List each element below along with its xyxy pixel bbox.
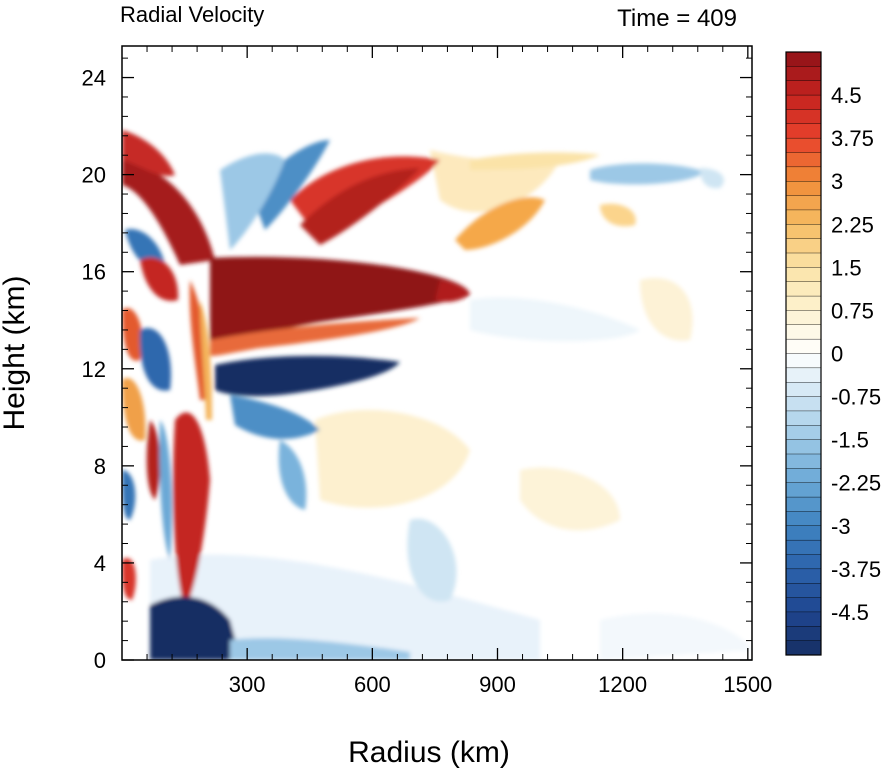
colorbar-box (785, 252, 822, 268)
colorbar-label-4: 1.5 (831, 255, 862, 280)
colorbar-box (785, 166, 822, 182)
colorbar-label-2: 3 (831, 169, 843, 194)
colorbar (785, 51, 822, 656)
colorbar-box (785, 439, 822, 455)
colorbar-label-9: -2.25 (831, 471, 881, 496)
y-tick-label-5: 20 (82, 163, 106, 188)
colorbar-label-8: -1.5 (831, 428, 869, 453)
colorbar-box (785, 511, 822, 527)
colorbar-box (785, 597, 822, 613)
colorbar-box (785, 353, 822, 369)
y-tick-label-6: 24 (82, 66, 106, 91)
colorbar-box (785, 195, 822, 211)
colorbar-box (785, 554, 822, 570)
colorbar-box (785, 224, 822, 240)
x-axis-label: Radius (km) (348, 736, 510, 769)
y-axis-label: Height (km) (0, 275, 31, 430)
colorbar-box (785, 295, 822, 311)
x-tick-label-1: 600 (354, 672, 391, 697)
colorbar-box (785, 281, 822, 297)
colorbar-label-6: 0 (831, 342, 843, 367)
colorbar-box (785, 382, 822, 398)
colorbar-box (785, 238, 822, 254)
colorbar-label-10: -3 (831, 514, 851, 539)
x-axis-ticks: 300 600 900 1200 1500 (146, 46, 772, 697)
colorbar-label-3: 2.25 (831, 212, 874, 237)
colorbar-box (785, 568, 822, 584)
colorbar-label-12: -4.5 (831, 600, 869, 625)
colorbar-box (785, 324, 822, 340)
y-tick-label-3: 12 (82, 357, 106, 382)
colorbar-box (785, 611, 822, 627)
colorbar-box (785, 137, 822, 153)
colorbar-box (785, 109, 822, 125)
colorbar-box (785, 626, 822, 642)
colorbar-label-7: -0.75 (831, 385, 881, 410)
y-tick-label-1: 4 (94, 551, 106, 576)
colorbar-labels: 4.5 3.75 3 2.25 1.5 0.75 0 -0.75 -1.5 -2.25 -3 -3.7… (831, 83, 881, 625)
colorbar-box (785, 539, 822, 556)
colorbar-label-5: 0.75 (831, 298, 874, 323)
colorbar-box (785, 496, 822, 512)
colorbar-box (785, 640, 822, 656)
colorbar-label-1: 3.75 (831, 126, 874, 151)
colorbar-frame (785, 51, 822, 656)
colorbar-box (785, 453, 822, 469)
colorbar-box (785, 367, 822, 383)
heatmap-field (122, 130, 752, 660)
colorbar-box (785, 410, 822, 426)
x-tick-label-2: 900 (479, 672, 516, 697)
colorbar-box (785, 267, 822, 283)
colorbar-box (785, 338, 822, 354)
colorbar-box (785, 425, 822, 441)
colorbar-box (785, 468, 822, 484)
colorbar-box (785, 123, 822, 139)
colorbar-box (785, 80, 822, 96)
colorbar-box (785, 525, 822, 541)
colorbar-box (785, 51, 822, 67)
colorbar-box (785, 310, 822, 326)
x-tick-label-0: 300 (229, 672, 266, 697)
colorbar-box (785, 583, 822, 599)
colorbar-box (785, 152, 822, 168)
plot-frame (121, 45, 753, 661)
colorbar-label-0: 4.5 (831, 83, 862, 108)
colorbar-box (785, 66, 822, 82)
y-axis-ticks: 0 4 8 12 16 20 24 (82, 57, 752, 673)
x-tick-label-3: 1200 (598, 672, 647, 697)
chart-title: Radial Velocity (120, 2, 264, 27)
y-tick-label-4: 16 (82, 260, 106, 285)
y-tick-label-2: 8 (94, 454, 106, 479)
colorbar-label-11: -3.75 (831, 557, 881, 582)
colorbar-box (785, 482, 822, 498)
colorbar-box (785, 94, 822, 110)
chart-subtitle: Time = 409 (617, 5, 737, 32)
y-tick-label-0: 0 (94, 648, 106, 673)
x-tick-label-4: 1500 (723, 672, 772, 697)
colorbar-box (785, 209, 822, 225)
colorbar-box (785, 396, 822, 412)
colorbar-box (785, 181, 822, 197)
